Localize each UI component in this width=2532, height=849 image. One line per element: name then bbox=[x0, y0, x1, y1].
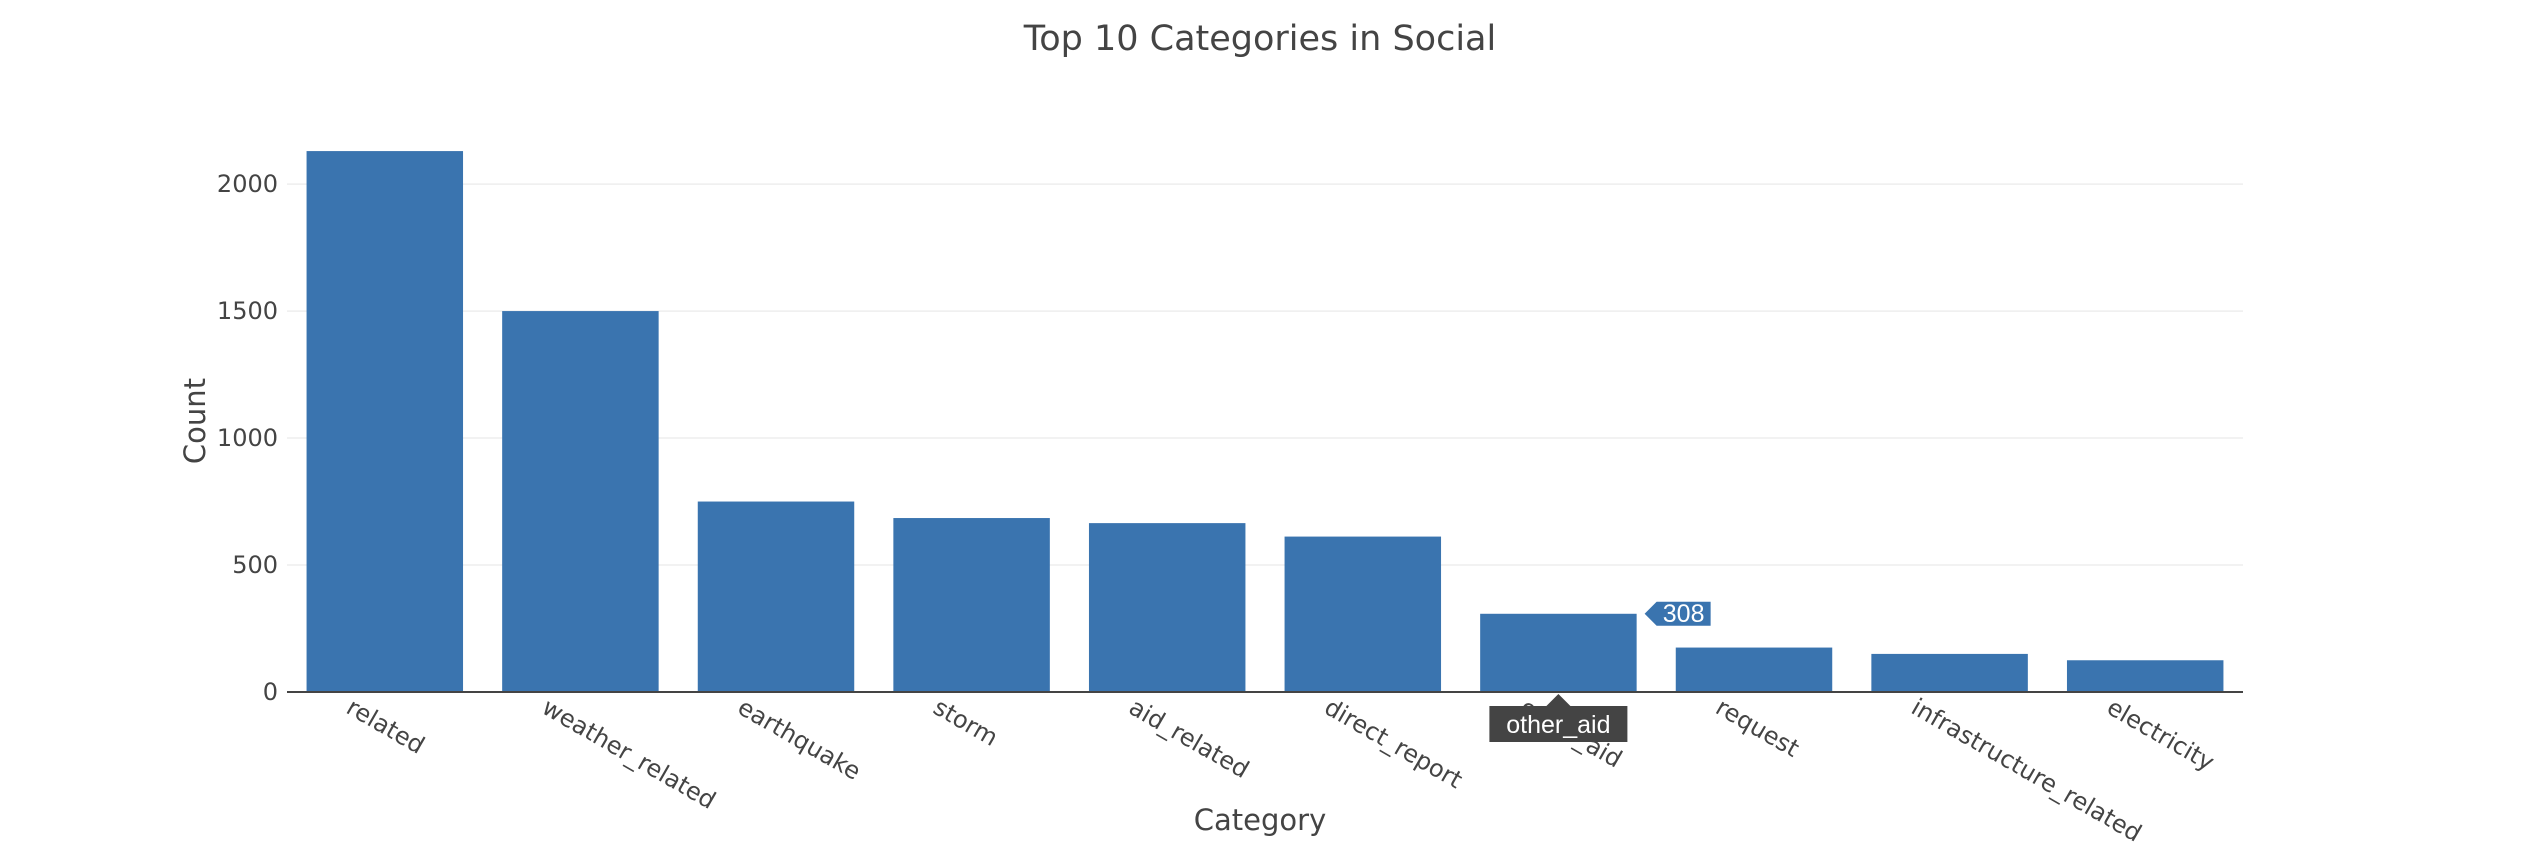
bar-weather_related[interactable] bbox=[502, 311, 659, 692]
bar-direct_report[interactable] bbox=[1284, 536, 1442, 692]
x-tick-label-related: related bbox=[342, 693, 430, 760]
bar-request[interactable] bbox=[1675, 647, 1833, 692]
chart-title: Top 10 Categories in Social bbox=[1023, 19, 1496, 59]
bar-related[interactable] bbox=[306, 151, 464, 692]
bar-earthquake[interactable] bbox=[697, 501, 855, 692]
x-tick-label-electricity: electricity bbox=[2102, 693, 2219, 777]
hover-category-label: other_aid bbox=[1506, 711, 1610, 739]
y-tick-label: 1500 bbox=[217, 297, 278, 325]
bar-infrastructure_related[interactable] bbox=[1871, 653, 2028, 692]
hover-tooltip: 308 other_aid bbox=[1489, 600, 1711, 742]
y-axis-ticks: 0 500 1000 1500 2000 bbox=[217, 170, 278, 706]
x-tick-label-direct_report: direct_report bbox=[1320, 693, 1467, 794]
hover-value-label: 308 bbox=[1663, 600, 1705, 628]
bar-storm[interactable] bbox=[893, 518, 1050, 692]
x-tick-label-aid_related: aid_related bbox=[1124, 693, 1254, 784]
hover-value-box bbox=[1644, 601, 1711, 626]
y-tick-label: 0 bbox=[263, 678, 278, 706]
bar-aid_related[interactable] bbox=[1088, 523, 1246, 692]
hover-category-box bbox=[1489, 694, 1628, 742]
y-tick-label: 1000 bbox=[217, 424, 278, 452]
y-tick-label: 500 bbox=[232, 551, 278, 579]
bars bbox=[306, 151, 2224, 692]
bar-other_aid[interactable] bbox=[1480, 613, 1637, 692]
x-tick-label-earthquake: earthquake bbox=[733, 693, 866, 786]
bar-electricity[interactable] bbox=[2066, 660, 2224, 692]
x-tick-label-request: request bbox=[1711, 693, 1804, 763]
y-axis-title: Count bbox=[178, 378, 212, 464]
x-tick-label-storm: storm bbox=[929, 693, 1003, 752]
y-tick-label: 2000 bbox=[217, 170, 278, 198]
x-tick-label-weather_related: weather_related bbox=[537, 693, 720, 815]
x-axis-title: Category bbox=[1194, 803, 1326, 837]
